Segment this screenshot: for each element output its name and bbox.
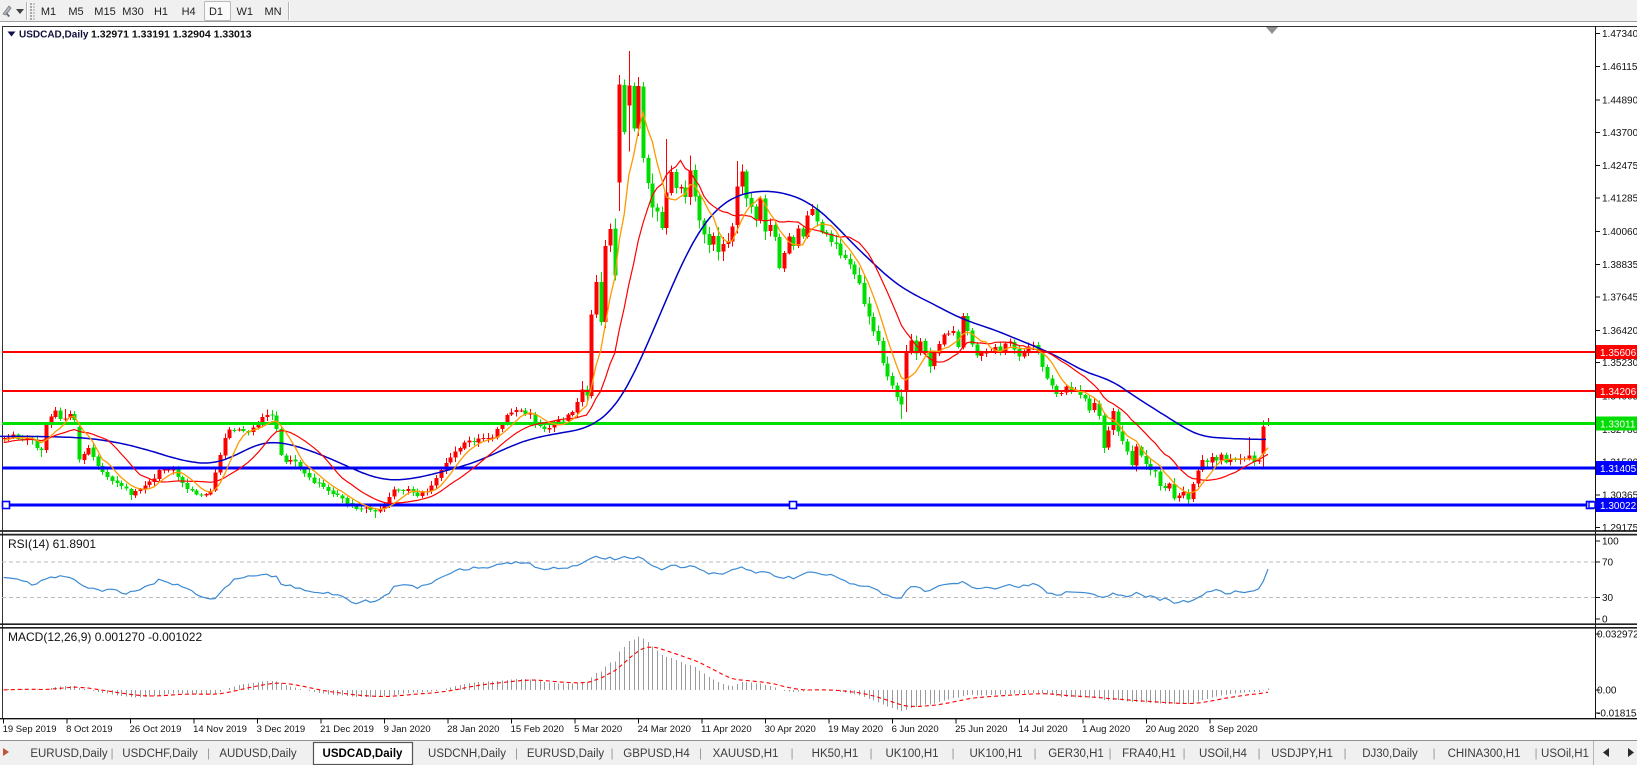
svg-text:M30: M30	[122, 6, 143, 18]
svg-text:|: |	[790, 746, 793, 760]
svg-text:1.41285: 1.41285	[1602, 194, 1637, 205]
svg-text:0: 0	[1602, 615, 1608, 626]
svg-text:|: |	[951, 746, 954, 760]
svg-text:70: 70	[1602, 558, 1614, 569]
svg-text:3 Dec 2019: 3 Dec 2019	[257, 724, 306, 735]
svg-text:1.40060: 1.40060	[1602, 227, 1637, 238]
svg-text:|: |	[1108, 746, 1111, 760]
svg-text:1.35606: 1.35606	[1600, 348, 1637, 359]
svg-text:19 Sep 2019: 19 Sep 2019	[3, 724, 57, 735]
svg-text:M15: M15	[94, 6, 115, 18]
svg-text:CHINA300,H1: CHINA300,H1	[1448, 748, 1521, 760]
svg-text:0.00: 0.00	[1597, 686, 1617, 697]
svg-text:USOil,H4: USOil,H4	[1199, 748, 1248, 760]
svg-text:1.44890: 1.44890	[1602, 95, 1637, 106]
svg-text:-0.018154: -0.018154	[1597, 709, 1637, 720]
svg-text:19 May 2020: 19 May 2020	[828, 724, 883, 735]
svg-text:1.29175: 1.29175	[1602, 523, 1637, 534]
svg-text:20 Aug 2020: 20 Aug 2020	[1146, 724, 1199, 735]
svg-text:1.47340: 1.47340	[1602, 29, 1637, 40]
svg-text:|: |	[1257, 746, 1260, 760]
svg-text:1.33011: 1.33011	[1600, 420, 1636, 431]
svg-text:DJ30,Daily: DJ30,Daily	[1362, 748, 1418, 760]
svg-text:8 Oct 2019: 8 Oct 2019	[66, 724, 112, 735]
svg-text:0.032972: 0.032972	[1597, 630, 1637, 641]
svg-text:26 Oct 2019: 26 Oct 2019	[130, 724, 182, 735]
svg-text:9 Jan 2020: 9 Jan 2020	[384, 724, 431, 735]
svg-text:W1: W1	[236, 6, 253, 18]
svg-text:USDJPY,H1: USDJPY,H1	[1271, 748, 1333, 760]
svg-text:1.35230: 1.35230	[1602, 358, 1637, 369]
svg-text:|: |	[869, 746, 872, 760]
svg-text:100: 100	[1602, 537, 1619, 548]
svg-text:1.36420: 1.36420	[1602, 326, 1637, 337]
svg-text:|: |	[610, 746, 613, 760]
svg-text:|: |	[1432, 746, 1435, 760]
svg-text:8 Sep 2020: 8 Sep 2020	[1209, 724, 1258, 735]
svg-text:HK50,H1: HK50,H1	[812, 748, 859, 760]
svg-text:1.30365: 1.30365	[1602, 491, 1637, 502]
svg-text:UK100,H1: UK100,H1	[969, 748, 1022, 760]
svg-text:D1: D1	[209, 6, 223, 18]
svg-text:|: |	[110, 746, 113, 760]
svg-text:FRA40,H1: FRA40,H1	[1122, 748, 1176, 760]
svg-text:14 Nov 2019: 14 Nov 2019	[193, 724, 247, 735]
svg-text:|: |	[515, 746, 518, 760]
svg-text:30: 30	[1602, 593, 1614, 604]
svg-text:EURUSD,Daily: EURUSD,Daily	[527, 748, 605, 760]
svg-text:5 Mar 2020: 5 Mar 2020	[574, 724, 622, 735]
svg-text:MACD(12,26,9) 0.001270 -0.0010: MACD(12,26,9) 0.001270 -0.001022	[8, 630, 202, 644]
svg-text:UK100,H1: UK100,H1	[885, 748, 938, 760]
svg-text:|: |	[699, 746, 702, 760]
svg-text:1.32971 1.33191 1.32904 1.3301: 1.32971 1.33191 1.32904 1.33013	[91, 29, 252, 41]
svg-text:1.38835: 1.38835	[1602, 260, 1637, 271]
svg-text:1.34206: 1.34206	[1600, 387, 1637, 398]
svg-text:|: |	[207, 746, 210, 760]
svg-text:USDCNH,Daily: USDCNH,Daily	[428, 748, 506, 760]
svg-text:24 Mar 2020: 24 Mar 2020	[638, 724, 691, 735]
svg-text:MN: MN	[264, 6, 281, 18]
svg-text:GBPUSD,H4: GBPUSD,H4	[623, 748, 690, 760]
svg-text:1.37645: 1.37645	[1602, 293, 1637, 304]
svg-text:1.31405: 1.31405	[1600, 464, 1637, 475]
svg-text:1.46115: 1.46115	[1602, 62, 1637, 73]
svg-text:M5: M5	[68, 6, 83, 18]
svg-text:H4: H4	[182, 6, 196, 18]
svg-text:28 Jan 2020: 28 Jan 2020	[447, 724, 499, 735]
svg-text:|: |	[1033, 746, 1036, 760]
svg-text:XAUUSD,H1: XAUUSD,H1	[713, 748, 779, 760]
svg-text:6 Jun 2020: 6 Jun 2020	[892, 724, 939, 735]
svg-text:USOil,H1: USOil,H1	[1541, 748, 1589, 760]
svg-text:|: |	[1343, 746, 1346, 760]
svg-text:1 Aug 2020: 1 Aug 2020	[1082, 724, 1130, 735]
svg-text:AUDUSD,Daily: AUDUSD,Daily	[219, 748, 297, 760]
svg-text:14 Jul 2020: 14 Jul 2020	[1019, 724, 1068, 735]
svg-text:|: |	[1182, 746, 1185, 760]
svg-text:1.42475: 1.42475	[1602, 161, 1637, 172]
svg-text:1.30022: 1.30022	[1600, 501, 1637, 512]
svg-text:USDCHF,Daily: USDCHF,Daily	[122, 748, 198, 760]
svg-text:M1: M1	[41, 6, 56, 18]
svg-text:30 Apr 2020: 30 Apr 2020	[765, 724, 816, 735]
svg-text:GER30,H1: GER30,H1	[1048, 748, 1104, 760]
svg-text:|: |	[1534, 746, 1537, 760]
svg-text:USDCAD,Daily: USDCAD,Daily	[19, 30, 89, 41]
svg-text:1.43700: 1.43700	[1602, 128, 1637, 139]
svg-text:RSI(14) 61.8901: RSI(14) 61.8901	[8, 537, 96, 551]
svg-text:11 Apr 2020: 11 Apr 2020	[701, 724, 752, 735]
svg-text:15 Feb 2020: 15 Feb 2020	[511, 724, 564, 735]
svg-text:21 Dec 2019: 21 Dec 2019	[320, 724, 374, 735]
svg-text:H1: H1	[154, 6, 168, 18]
svg-text:EURUSD,Daily: EURUSD,Daily	[30, 748, 108, 760]
svg-text:25 Jun 2020: 25 Jun 2020	[955, 724, 1007, 735]
svg-text:USDCAD,Daily: USDCAD,Daily	[323, 748, 403, 760]
